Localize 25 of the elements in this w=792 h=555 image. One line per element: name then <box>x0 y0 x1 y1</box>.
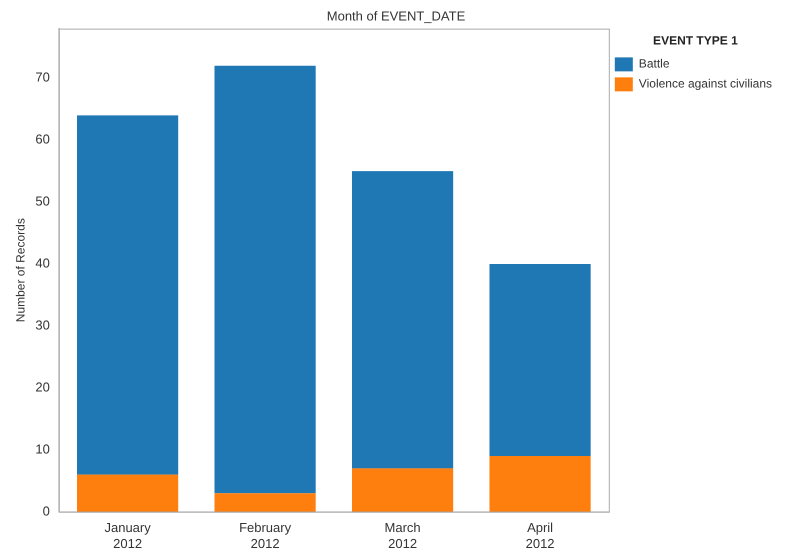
x-tick-label: April 2012 <box>526 520 555 551</box>
x-tick-label: January 2012 <box>104 520 152 551</box>
x-tick-label: February 2012 <box>239 520 292 551</box>
bar <box>489 264 591 456</box>
bar <box>352 468 454 512</box>
y-axis-title: Number of Records <box>14 218 28 322</box>
bar <box>77 474 178 512</box>
bar <box>214 66 316 494</box>
bar <box>214 493 316 512</box>
y-tick-label: 70 <box>35 70 50 85</box>
legend-label: Battle <box>638 56 670 71</box>
chart-title: Month of EVENT_DATE <box>326 8 466 24</box>
y-tick-label: 50 <box>35 194 50 209</box>
legend-title: EVENT TYPE 1 <box>653 33 738 48</box>
bar <box>489 456 591 512</box>
y-tick-label: 30 <box>35 318 50 333</box>
bar <box>77 115 178 475</box>
y-tick-label: 0 <box>42 503 50 518</box>
y-tick-label: 20 <box>35 379 50 394</box>
bar <box>352 171 454 468</box>
y-tick-label: 60 <box>35 132 50 147</box>
x-tick-label: March 2012 <box>384 520 421 551</box>
legend-label: Violence against civilians <box>638 76 772 91</box>
y-tick-label: 10 <box>35 441 50 456</box>
y-tick-label: 40 <box>35 256 50 271</box>
